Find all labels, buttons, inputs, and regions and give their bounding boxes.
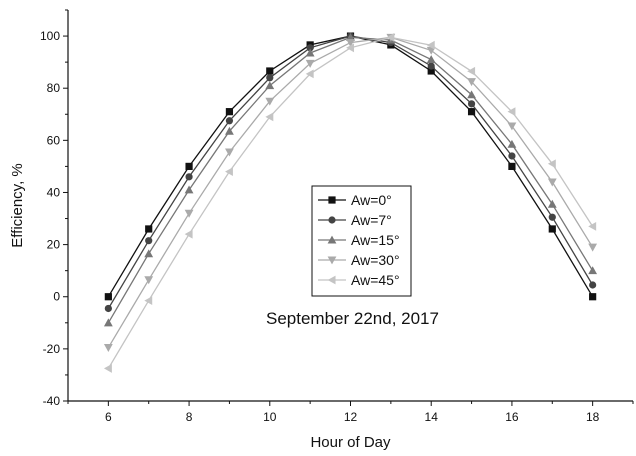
- data-point: [104, 293, 112, 301]
- data-point: [144, 276, 154, 285]
- data-point: [184, 185, 194, 194]
- data-point: [145, 225, 153, 233]
- legend-item: Aw=45°: [318, 272, 400, 288]
- data-point: [588, 266, 598, 275]
- legend-marker: [328, 196, 336, 204]
- y-axis-title: Efficiency, %: [9, 163, 26, 247]
- data-point: [266, 67, 274, 75]
- data-point: [386, 32, 395, 42]
- legend-marker: [328, 216, 336, 224]
- data-point: [145, 237, 153, 245]
- y-tick-label: 60: [47, 133, 61, 147]
- y-tick-label: -20: [43, 342, 61, 356]
- series-4: [103, 32, 597, 373]
- x-tick-label: 8: [186, 410, 193, 424]
- data-point: [185, 162, 193, 170]
- legend-label: Aw=30°: [351, 252, 400, 268]
- legend: Aw=0° Aw=7° Aw=15° Aw=30° Aw=45°: [311, 185, 412, 297]
- data-point: [467, 66, 476, 76]
- x-tick-label: 6: [105, 410, 112, 424]
- data-point: [507, 107, 516, 117]
- y-tick-label: 100: [40, 29, 60, 43]
- y-tick-label: 20: [47, 238, 61, 252]
- axes: -40 -20 0 20 40 60 80 100 6 8 10 12 14 16 18: [40, 9, 634, 424]
- series-3: [103, 33, 598, 352]
- data-point: [467, 108, 476, 116]
- data-point: [547, 199, 557, 208]
- data-point: [426, 46, 436, 55]
- data-point: [346, 32, 355, 41]
- data-point: [547, 159, 556, 169]
- data-point: [427, 67, 435, 75]
- data-point: [144, 296, 153, 306]
- data-point: [508, 162, 516, 170]
- data-point: [467, 78, 476, 87]
- data-point: [265, 112, 274, 122]
- data-point: [306, 44, 314, 52]
- data-point: [426, 55, 436, 64]
- data-point: [507, 122, 517, 131]
- legend-item: Aw=7°: [318, 212, 392, 228]
- data-point: [225, 167, 233, 177]
- data-point: [507, 139, 517, 148]
- legend-label: Aw=15°: [351, 232, 400, 248]
- data-point: [266, 74, 274, 82]
- data-point: [265, 81, 275, 90]
- data-point: [144, 249, 154, 258]
- data-point: [185, 173, 193, 181]
- data-point: [426, 40, 435, 50]
- data-point: [589, 293, 597, 301]
- legend-label: Aw=45°: [351, 272, 400, 288]
- data-point: [184, 209, 194, 218]
- data-point: [225, 108, 234, 116]
- legend-marker: [327, 235, 337, 244]
- data-point: [588, 243, 598, 252]
- data-point: [588, 221, 597, 231]
- legend-label: Aw=7°: [351, 212, 392, 228]
- data-point: [548, 213, 556, 221]
- x-tick-label: 12: [344, 410, 358, 424]
- x-tick-label: 10: [263, 410, 277, 424]
- data-point: [103, 318, 113, 327]
- data-point: [508, 152, 516, 160]
- y-tick-label: 0: [53, 290, 60, 304]
- data-point: [103, 364, 112, 373]
- series-layer: [103, 32, 598, 373]
- y-tick-label: 40: [47, 185, 61, 199]
- legend-marker: [327, 256, 337, 265]
- data-point: [184, 229, 193, 239]
- data-point: [305, 69, 314, 79]
- data-point: [225, 117, 234, 125]
- data-point: [104, 304, 112, 313]
- data-point: [225, 148, 234, 157]
- legend-label: Aw=0°: [351, 192, 392, 208]
- chart-annotation: September 22nd, 2017: [266, 309, 439, 328]
- data-point: [305, 59, 315, 68]
- y-tick-label: 80: [47, 81, 61, 95]
- data-point: [346, 43, 355, 53]
- data-point: [548, 225, 556, 233]
- legend-item: Aw=15°: [318, 232, 400, 248]
- data-point: [346, 39, 355, 47]
- data-point: [103, 344, 113, 352]
- data-point: [305, 48, 315, 57]
- data-point: [467, 100, 476, 108]
- data-point: [547, 178, 557, 187]
- data-point: [589, 281, 597, 289]
- y-tick-label: -40: [43, 394, 61, 408]
- legend-box: [311, 185, 412, 297]
- x-tick-label: 16: [505, 410, 519, 424]
- data-point: [467, 90, 476, 99]
- legend-item: Aw=30°: [318, 252, 400, 268]
- data-point: [225, 126, 234, 135]
- x-tick-label: 18: [586, 410, 600, 424]
- data-point: [265, 97, 275, 106]
- legend-item: Aw=0°: [318, 192, 392, 208]
- series-2: [103, 32, 598, 327]
- x-tick-label: 14: [425, 410, 439, 424]
- x-axis-title: Hour of Day: [310, 434, 391, 451]
- data-point: [427, 62, 435, 70]
- legend-marker: [327, 275, 336, 285]
